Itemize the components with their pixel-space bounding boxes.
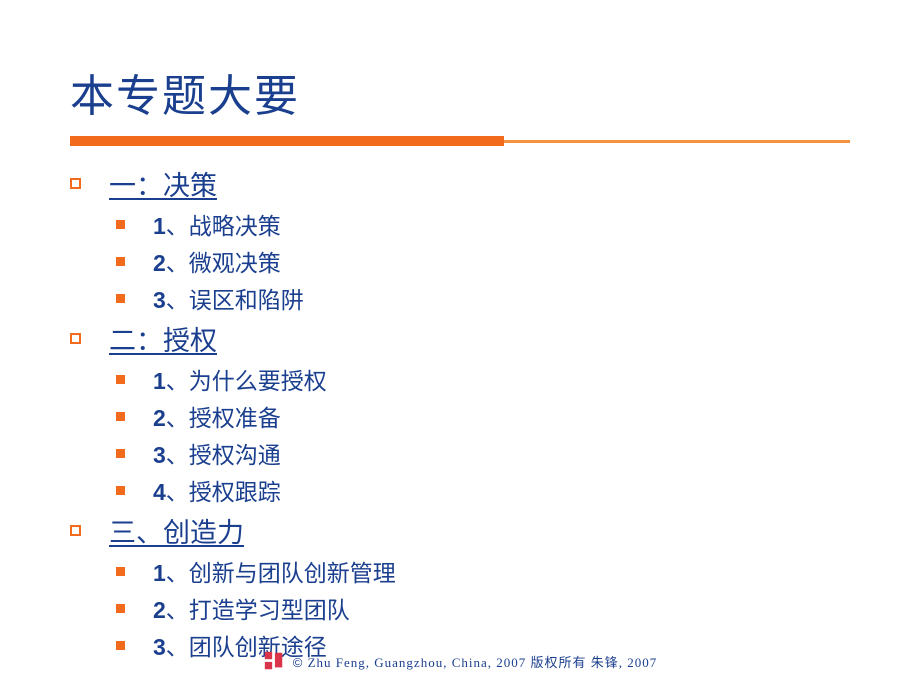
sub-item-label: 、战略决策 xyxy=(166,214,281,239)
sub-item-text: 4、授权跟踪 xyxy=(153,473,281,507)
square-bullet-icon xyxy=(70,333,81,344)
filled-square-bullet-icon xyxy=(116,641,125,650)
section-heading: 一：决策 xyxy=(109,164,217,203)
sub-item-label: 、打造学习型团队 xyxy=(166,598,350,623)
sub-item-number: 3 xyxy=(153,442,166,468)
copyright-symbol: © xyxy=(293,655,304,670)
sub-row: 1、为什么要授权 xyxy=(116,362,850,396)
sub-item-number: 1 xyxy=(153,213,166,239)
sub-item-label: 、为什么要授权 xyxy=(166,369,327,394)
sub-row: 3、授权沟通 xyxy=(116,436,850,470)
underline-thick xyxy=(70,136,504,146)
filled-square-bullet-icon xyxy=(116,294,125,303)
sub-item-text: 2、授权准备 xyxy=(153,399,281,433)
sub-item-number: 3 xyxy=(153,287,166,313)
outline-list: 一：决策1、战略决策2、微观决策3、误区和陷阱二：授权1、为什么要授权2、授权准… xyxy=(70,164,850,662)
square-bullet-icon xyxy=(70,525,81,536)
footer-caption: Zhu Feng, Guangzhou, China, 2007 版权所有 朱锋… xyxy=(308,655,658,670)
section-row: 二：授权 xyxy=(70,319,850,358)
footer: © Zhu Feng, Guangzhou, China, 2007 版权所有 … xyxy=(0,650,920,672)
sub-item-number: 2 xyxy=(153,250,166,276)
section-heading: 二：授权 xyxy=(109,319,217,358)
sub-row: 1、战略决策 xyxy=(116,207,850,241)
sub-item-label: 、误区和陷阱 xyxy=(166,288,304,313)
filled-square-bullet-icon xyxy=(116,375,125,384)
footer-text: © Zhu Feng, Guangzhou, China, 2007 版权所有 … xyxy=(293,652,658,671)
sub-item-text: 2、微观决策 xyxy=(153,244,281,278)
sub-row: 3、误区和陷阱 xyxy=(116,281,850,315)
filled-square-bullet-icon xyxy=(116,567,125,576)
sub-item-text: 1、战略决策 xyxy=(153,207,281,241)
filled-square-bullet-icon xyxy=(116,412,125,421)
filled-square-bullet-icon xyxy=(116,604,125,613)
sub-item-number: 1 xyxy=(153,560,166,586)
sub-item-text: 1、为什么要授权 xyxy=(153,362,327,396)
section-row: 一：决策 xyxy=(70,164,850,203)
section-heading: 三、创造力 xyxy=(109,511,244,550)
filled-square-bullet-icon xyxy=(116,486,125,495)
slide-title: 本专题大要 xyxy=(70,60,850,124)
square-bullet-icon xyxy=(70,178,81,189)
sub-item-text: 2、打造学习型团队 xyxy=(153,591,350,625)
sub-item-label: 、授权准备 xyxy=(166,406,281,431)
sub-item-label: 、授权沟通 xyxy=(166,443,281,468)
sub-item-text: 1、创新与团队创新管理 xyxy=(153,554,396,588)
sub-item-number: 2 xyxy=(153,405,166,431)
sub-item-text: 3、误区和陷阱 xyxy=(153,281,304,315)
sub-item-text: 3、授权沟通 xyxy=(153,436,281,470)
filled-square-bullet-icon xyxy=(116,449,125,458)
sub-item-label: 、创新与团队创新管理 xyxy=(166,561,396,586)
sub-item-number: 4 xyxy=(153,479,166,505)
sub-item-number: 1 xyxy=(153,368,166,394)
sub-row: 2、打造学习型团队 xyxy=(116,591,850,625)
filled-square-bullet-icon xyxy=(116,220,125,229)
footer-logo-icon xyxy=(263,650,285,672)
underline-thin xyxy=(504,140,850,143)
sub-item-label: 、授权跟踪 xyxy=(166,480,281,505)
sub-row: 1、创新与团队创新管理 xyxy=(116,554,850,588)
sub-row: 2、微观决策 xyxy=(116,244,850,278)
section-row: 三、创造力 xyxy=(70,511,850,550)
filled-square-bullet-icon xyxy=(116,257,125,266)
sub-item-label: 、微观决策 xyxy=(166,251,281,276)
sub-row: 4、授权跟踪 xyxy=(116,473,850,507)
sub-item-number: 2 xyxy=(153,597,166,623)
title-underline xyxy=(70,136,850,146)
sub-row: 2、授权准备 xyxy=(116,399,850,433)
slide: 本专题大要 一：决策1、战略决策2、微观决策3、误区和陷阱二：授权1、为什么要授… xyxy=(0,0,920,662)
